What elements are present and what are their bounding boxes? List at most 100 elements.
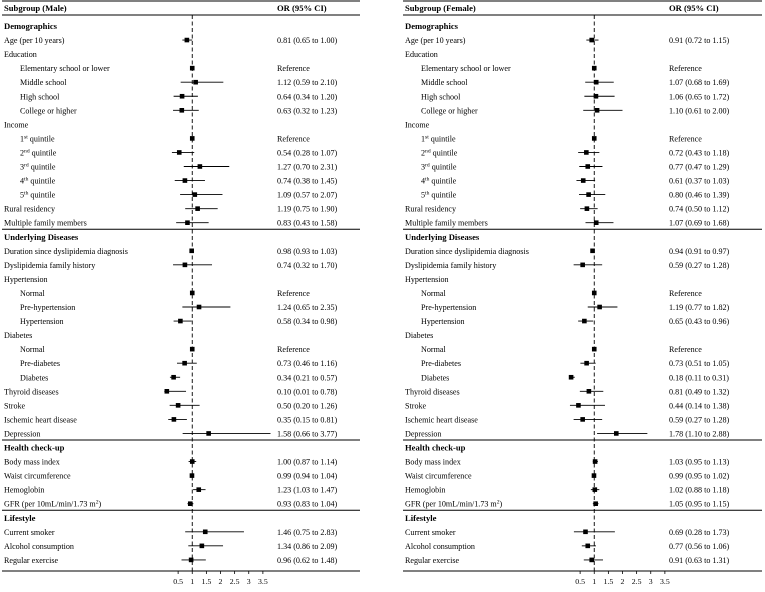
row-label: Diabetes <box>421 373 449 382</box>
header-subgroup: Subgroup (Male) <box>4 3 67 13</box>
row-label: 5th quintile <box>20 191 56 200</box>
or-point <box>589 37 595 43</box>
or-point <box>176 150 182 155</box>
or-point <box>593 79 599 85</box>
row-or-text: 1.12 (0.59 to 2.10) <box>277 78 338 87</box>
tick-label: 2 <box>621 577 625 586</box>
or-point <box>189 459 195 464</box>
row-label: Stroke <box>405 401 427 410</box>
or-point <box>164 389 170 394</box>
row-or-text: 0.73 (0.51 to 1.05) <box>669 359 730 368</box>
row-label: Depression <box>405 429 441 438</box>
row-label: Middle school <box>421 78 468 87</box>
or-point <box>586 192 591 197</box>
or-point <box>580 178 586 183</box>
row-or-text: 0.74 (0.32 to 1.70) <box>277 261 338 270</box>
section-heading: Underlying Diseases <box>405 232 480 242</box>
tick-label: 0.5 <box>173 577 183 586</box>
row-label: Dyslipidemia family history <box>4 261 96 270</box>
row-label: Elementary school or lower <box>421 64 511 73</box>
row-label: College or higher <box>421 106 478 115</box>
row-or-text: 0.18 (0.11 to 0.31) <box>669 373 729 382</box>
row-label: Body mass index <box>4 458 60 467</box>
or-point <box>196 304 202 310</box>
row-or-text: 0.64 (0.34 to 1.20) <box>277 92 338 101</box>
or-point <box>178 318 183 324</box>
tick-label: 2 <box>219 577 223 586</box>
section-heading: Lifestyle <box>405 513 437 523</box>
row-label: Normal <box>421 289 446 298</box>
or-point <box>586 389 592 394</box>
tick-label: 3 <box>649 577 653 586</box>
row-label: Diabetes <box>20 373 48 382</box>
row-or-text: 1.19 (0.75 to 1.90) <box>277 205 338 214</box>
or-point <box>171 374 176 380</box>
reference-point <box>591 136 597 141</box>
row-or-text: 1.46 (0.75 to 2.83) <box>277 528 338 537</box>
or-point <box>193 79 198 85</box>
tick-label: 2.5 <box>632 577 642 586</box>
or-point <box>182 360 187 366</box>
row-or-text: 0.99 (0.95 to 1.02) <box>669 472 730 481</box>
row-or-text: 0.74 (0.50 to 1.12) <box>669 205 730 214</box>
or-point <box>199 543 205 549</box>
tick-label: 0.5 <box>575 577 585 586</box>
section-heading: Health check-up <box>405 443 466 453</box>
or-point <box>593 220 599 225</box>
row-or-text: 0.44 (0.14 to 1.38) <box>669 401 730 410</box>
row-label: Dyslipidemia family history <box>405 261 497 270</box>
or-point <box>576 403 581 408</box>
row-label: Pre-hypertension <box>421 303 476 312</box>
row-or-text: 0.54 (0.28 to 1.07) <box>277 148 338 157</box>
row-or-text: Reference <box>669 134 702 143</box>
reference-point <box>591 65 597 71</box>
or-point <box>175 403 181 408</box>
row-or-text: 1.07 (0.68 to 1.69) <box>669 78 730 87</box>
row-or-text: 0.91 (0.63 to 1.31) <box>669 556 730 565</box>
row-label: Multiple family members <box>405 219 488 228</box>
row-label: 4th quintile <box>421 177 457 186</box>
row-label: High school <box>20 92 60 101</box>
or-point <box>188 557 194 563</box>
or-point <box>189 248 194 254</box>
or-point <box>171 417 177 422</box>
row-or-text: 0.58 (0.34 to 0.98) <box>277 317 338 326</box>
or-point <box>185 220 190 225</box>
male-forest-panel: Subgroup (Male) OR (95% CI) Demographics Ag… <box>2 0 360 586</box>
or-point <box>179 108 185 113</box>
row-label: Ischemic heart disease <box>4 415 77 424</box>
row-label: Regular exercise <box>4 556 59 565</box>
row-label: Hypertension <box>20 317 64 326</box>
or-point <box>585 543 591 549</box>
row-label: Normal <box>20 289 45 298</box>
row-or-text: 0.59 (0.27 to 1.28) <box>669 261 730 270</box>
row-or-text: Reference <box>277 64 310 73</box>
or-point <box>196 487 202 492</box>
tick-label: 1.5 <box>202 577 212 586</box>
row-label: Education <box>405 50 438 59</box>
row-or-text: 1.19 (0.77 to 1.82) <box>669 303 730 312</box>
or-point <box>613 431 619 436</box>
row-or-text: 0.65 (0.43 to 0.96) <box>669 317 730 326</box>
row-or-text: 0.73 (0.46 to 1.16) <box>277 359 338 368</box>
row-label: 3rd quintile <box>20 163 56 172</box>
reference-point <box>189 136 195 141</box>
row-label: Hypertension <box>4 275 48 284</box>
or-point <box>195 206 200 211</box>
row-or-text: 1.78 (1.10 to 2.88) <box>669 429 730 438</box>
or-point <box>197 164 203 169</box>
row-or-text: Reference <box>669 345 702 354</box>
row-label: Diabetes <box>4 331 32 340</box>
header-subgroup: Subgroup (Female) <box>405 3 476 13</box>
row-or-text: 0.59 (0.27 to 1.28) <box>669 415 730 424</box>
or-point <box>580 262 585 268</box>
or-point <box>591 473 597 478</box>
row-label: Current smoker <box>4 528 55 537</box>
tick-label: 1.5 <box>604 577 614 586</box>
row-label: 2nd quintile <box>421 148 458 157</box>
row-or-text: 0.63 (0.32 to 1.23) <box>277 106 338 115</box>
tick-label: 3.5 <box>660 577 670 586</box>
row-or-text: 0.74 (0.38 to 1.45) <box>277 177 338 186</box>
row-label: Duration since dyslipidemia diagnosis <box>4 247 128 256</box>
or-point <box>206 431 211 436</box>
